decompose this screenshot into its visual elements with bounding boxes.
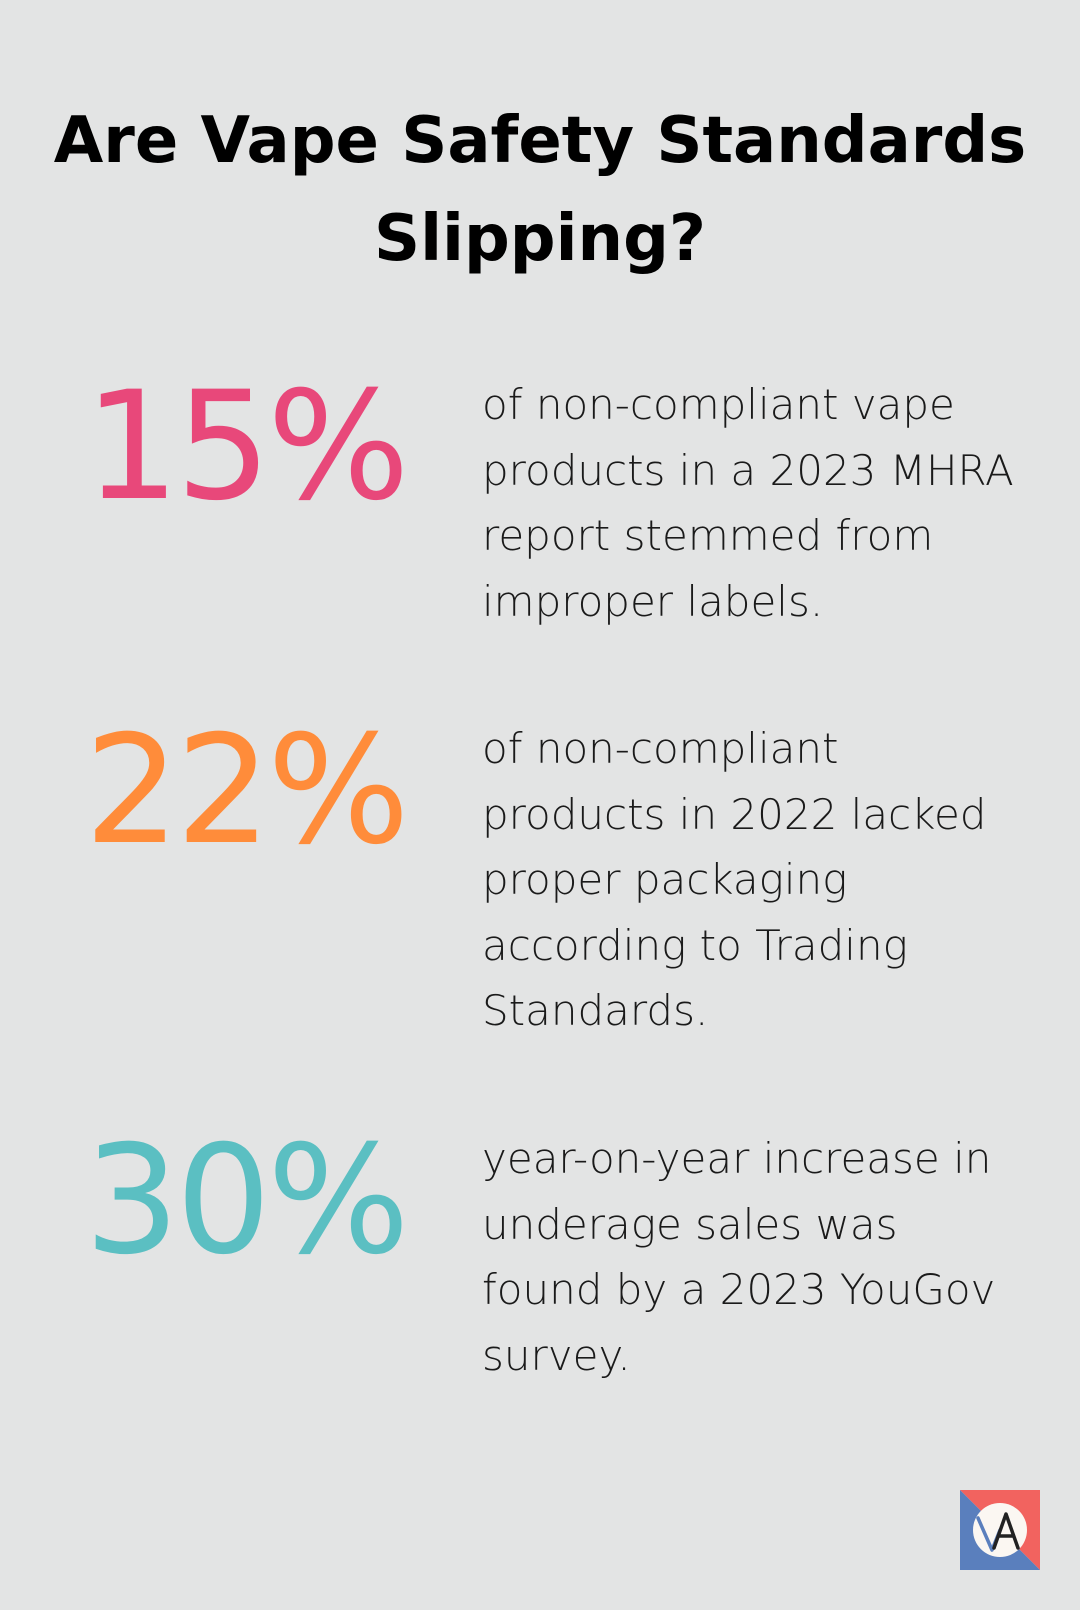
stat-description: of non-compliant vape products in a 2023… — [482, 380, 1014, 626]
stat-value: 15% — [84, 360, 409, 534]
stat-description: of non-compliant products in 2022 lacked… — [482, 724, 987, 1035]
stat-description: year-on-year increase in underage sales … — [482, 1134, 996, 1380]
brand-logo-icon — [960, 1490, 1040, 1570]
page-title: Are Vape Safety Standards Slipping? — [53, 104, 1027, 276]
stat-value: 22% — [84, 704, 409, 878]
stat-value: 30% — [84, 1114, 409, 1288]
